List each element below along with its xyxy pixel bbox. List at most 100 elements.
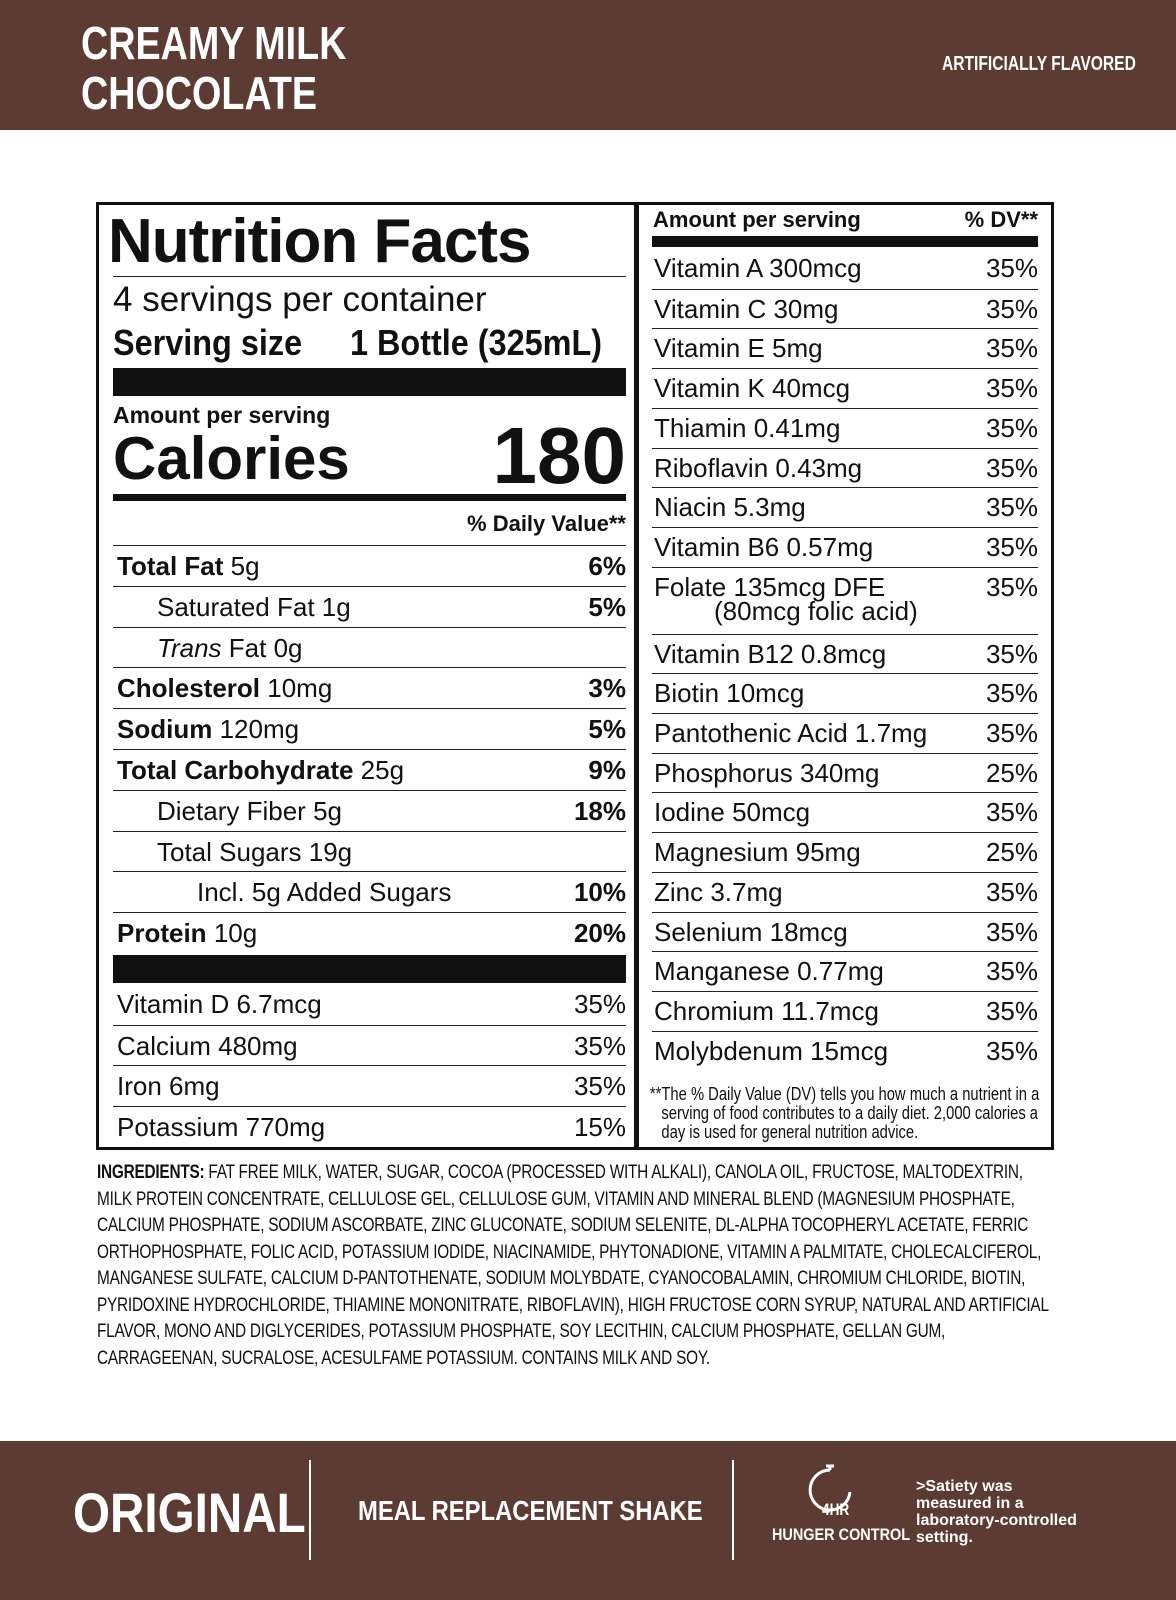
vitamin-row: Phosphorus 340mg 25%: [652, 752, 1038, 793]
vitamin-dv: 25%: [985, 837, 1038, 868]
badge-number: 4HR: [822, 1500, 850, 1519]
vitamin-row: Manganese 0.77mg 35%: [652, 951, 1038, 991]
nutrient-row: Trans Fat 0g: [113, 626, 626, 668]
nutrient-name: Total Carbohydrate: [117, 755, 354, 785]
nutrient-label: Total Fat 5g: [113, 551, 260, 581]
vitamin-row: Vitamin K 40mcg 35%: [652, 368, 1038, 408]
vitamin-dv: 35%: [985, 373, 1038, 404]
nutrient-amount: 19g: [308, 836, 353, 867]
panel-amount-label: Amount per serving: [653, 207, 861, 232]
vitamin-row: Calcium 480mg 35%: [113, 1024, 626, 1066]
nutrient-name: Cholesterol: [117, 673, 261, 704]
vitamin-dv: 35%: [985, 718, 1038, 748]
facts-title: Nutrition Facts: [108, 207, 531, 276]
nutrient-dv: 9%: [588, 755, 626, 785]
ingredients-text: FAT FREE MILK, WATER, SUGAR, COCOA (PROC…: [97, 1162, 1049, 1369]
nutrient-label: Total Sugars 19g: [113, 837, 352, 867]
vitamin-name: Manganese 0.77mg: [654, 956, 884, 987]
vitamin-row: Zinc 3.7mg 35%: [652, 871, 1038, 912]
vitamin-dv: 35%: [985, 1035, 1038, 1066]
vitamin-row: Thiamin 0.41mg 35%: [652, 407, 1038, 448]
vitamin-row: Molybdenum 15mcg 35%: [652, 1030, 1038, 1071]
vitamin-row: Vitamin C 30mg 35%: [652, 288, 1038, 329]
vitamin-name: Vitamin B12 0.8mcg: [654, 638, 887, 669]
vitamin-row: Iron 6mg 35%: [113, 1065, 626, 1106]
thick-bar: [113, 368, 626, 396]
nutrient-row: Protein 10g 20%: [113, 912, 626, 953]
vitamin-name: Selenium 18mcg: [654, 916, 848, 947]
vitamin-dv: 35%: [985, 956, 1038, 987]
vitamin-dv: 35%: [985, 531, 1038, 562]
nutrient-row: Total Sugars 19g: [113, 830, 626, 872]
medium-bar: [652, 236, 1038, 247]
nutrient-label: Incl. 5g Added Sugars: [113, 877, 451, 907]
vitamin-row: Selenium 18mcg 35%: [652, 911, 1038, 952]
nutrient-name: Incl. 5g Added Sugars: [197, 877, 452, 908]
flavor-note: ARTIFICIALLY FLAVORED: [942, 53, 1136, 75]
nutrient-name: Dietary Fiber: [157, 795, 306, 826]
vitamin-name: Zinc 3.7mg: [654, 876, 783, 907]
product-line: ORIGINAL: [73, 1481, 306, 1544]
nutrient-dv: 18%: [573, 795, 626, 826]
vitamin-name: Vitamin C 30mg: [654, 293, 839, 324]
product-description: MEAL REPLACEMENT SHAKE: [358, 1495, 703, 1526]
nutrient-row: Sodium 120mg 5%: [113, 708, 626, 749]
vitamin-dv: 25%: [985, 757, 1038, 788]
thick-bar: [113, 955, 626, 983]
vitamin-dv: 35%: [985, 492, 1038, 523]
product-title: CREAMY MILK CHOCOLATE: [81, 18, 346, 118]
nutrient-label: Sodium 120mg: [113, 714, 299, 744]
vitamin-name: Thiamin 0.41mg: [654, 412, 841, 443]
label-box: [96, 202, 1054, 1150]
nutrient-amount: 5g: [230, 551, 260, 581]
vitamin-name: Vitamin B6 0.57mg: [654, 531, 874, 562]
ingredients: INGREDIENTS: FAT FREE MILK, WATER, SUGAR…: [97, 1160, 1053, 1372]
vitamin-name: Vitamin D 6.7mcg: [117, 989, 322, 1019]
vitamin-name: Biotin 10mcg: [654, 678, 805, 709]
nutrient-amount: 0g: [273, 632, 303, 663]
vitamin-row: Iodine 50mcg 35%: [652, 792, 1038, 832]
calories-value: 180: [492, 411, 626, 500]
vitamin-dv: 35%: [985, 797, 1038, 828]
nutrient-name: Total Fat: [117, 551, 224, 581]
column-divider: [634, 202, 639, 1150]
vitamin-dv: 35%: [985, 678, 1038, 709]
vitamin-row: Niacin 5.3mg 35%: [652, 487, 1038, 527]
dv-header: % Daily Value**: [467, 511, 626, 536]
nutrient-name: Sodium: [117, 714, 213, 745]
calories-label: Calories: [113, 425, 350, 492]
nutrient-label: Protein 10g: [113, 918, 257, 948]
serving-size-value: 1 Bottle (325mL): [350, 322, 603, 363]
vitamin-name: Vitamin A 300mcg: [654, 253, 862, 283]
ingredients-label: INGREDIENTS:: [97, 1162, 205, 1183]
nutrient-row: Dietary Fiber 5g 18%: [113, 789, 626, 831]
footer-divider: [732, 1460, 734, 1560]
nutrient-label: Dietary Fiber 5g: [113, 796, 342, 826]
nutrient-amount: 120mg: [219, 714, 300, 745]
vitamin-row: Vitamin B12 0.8mcg 35%: [652, 633, 1038, 674]
nutrient-name: Fat: [228, 632, 267, 663]
footer-divider: [309, 1460, 311, 1560]
nutrient-row: Cholesterol 10mg 3%: [113, 667, 626, 708]
medium-bar: [113, 494, 626, 501]
vitamin-dv: 35%: [985, 638, 1038, 669]
vitamin-row: Riboflavin 0.43mg 35%: [652, 447, 1038, 488]
vitamin-row: Chromium 11.7mcg 35%: [652, 990, 1038, 1031]
vitamin-row: Potassium 770mg 15%: [113, 1105, 626, 1147]
vitamin-name: Molybdenum 15mcg: [654, 1035, 889, 1066]
footer-band: [0, 1441, 1176, 1600]
vitamin-row: Biotin 10mcg 35%: [652, 673, 1038, 713]
vitamin-name: Riboflavin 0.43mg: [654, 452, 863, 483]
vitamin-dv: 35%: [985, 293, 1038, 324]
nutrient-dv: 5%: [588, 591, 626, 622]
nutrient-dv: 6%: [588, 551, 626, 581]
nutrient-row: Saturated Fat 1g 5%: [113, 585, 626, 627]
vitamin-dv: 35%: [985, 995, 1038, 1026]
vitamin-row: Vitamin E 5mg 35%: [652, 328, 1038, 368]
vitamin-dv: 35%: [573, 989, 626, 1019]
vitamin-dv: 35%: [985, 333, 1038, 364]
nutrient-amount: 10mg: [267, 673, 333, 704]
vitamin-name: Iron 6mg: [117, 1071, 220, 1101]
vitamin-name: Iodine 50mcg: [654, 797, 811, 828]
